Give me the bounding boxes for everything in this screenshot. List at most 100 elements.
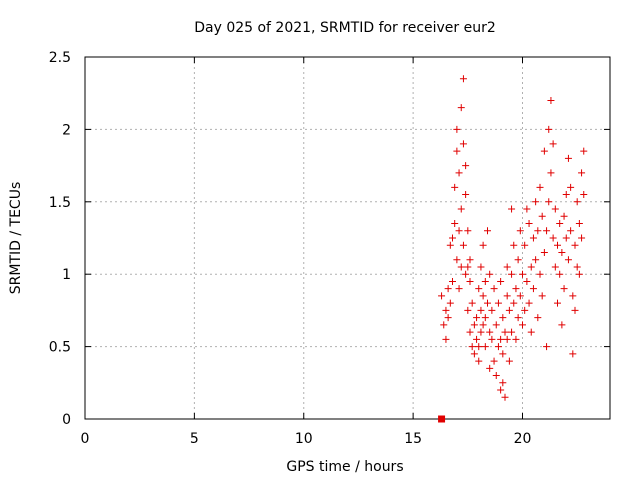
data-point	[475, 285, 483, 293]
data-point	[444, 285, 452, 293]
data-point	[457, 263, 465, 271]
data-point	[468, 343, 476, 351]
data-point	[516, 227, 524, 235]
x-tick-label: 5	[190, 431, 199, 447]
data-point	[501, 328, 509, 336]
data-point	[442, 306, 450, 314]
data-point	[508, 270, 516, 278]
data-point	[562, 234, 570, 242]
y-axis-label: SRMTID / TECUs	[8, 182, 24, 295]
data-point	[462, 270, 470, 278]
data-point	[514, 256, 522, 264]
data-point	[477, 328, 485, 336]
x-tick-label: 0	[81, 431, 90, 447]
data-point	[442, 335, 450, 343]
data-point	[525, 299, 533, 307]
data-point	[569, 350, 577, 358]
data-point	[477, 263, 485, 271]
data-point	[527, 328, 535, 336]
data-point	[462, 162, 470, 170]
data-point	[466, 328, 474, 336]
data-point	[457, 104, 465, 112]
data-point	[523, 277, 531, 285]
data-point	[512, 285, 520, 293]
data-point	[532, 256, 540, 264]
data-point	[545, 198, 553, 206]
data-point	[558, 321, 566, 329]
data-point	[451, 220, 459, 228]
data-point	[453, 147, 461, 155]
data-point	[481, 277, 489, 285]
data-point	[499, 350, 507, 358]
data-point	[508, 205, 516, 213]
data-point	[538, 292, 546, 300]
data-point	[473, 314, 481, 322]
data-point	[556, 220, 564, 228]
data-point	[459, 75, 467, 83]
data-point	[551, 205, 559, 213]
x-axis-label: GPS time / hours	[286, 459, 403, 475]
data-point	[497, 386, 505, 394]
data-point	[567, 183, 575, 191]
data-point	[554, 241, 561, 249]
chart-title: Day 025 of 2021, SRMTID for receiver eur…	[194, 20, 496, 36]
data-point	[510, 241, 518, 249]
data-point	[534, 314, 542, 322]
data-point	[540, 147, 548, 155]
data-point	[578, 169, 586, 177]
data-point	[512, 335, 520, 343]
data-point	[459, 140, 467, 148]
x-tick-label: 15	[404, 431, 422, 447]
data-point	[479, 321, 487, 329]
y-tick-label: 2.5	[49, 50, 71, 66]
data-point	[462, 191, 470, 199]
data-point	[571, 306, 579, 314]
data-point	[532, 198, 540, 206]
data-point	[516, 292, 524, 300]
data-point	[578, 234, 586, 242]
data-point	[497, 277, 505, 285]
data-point	[497, 335, 505, 343]
data-point	[453, 256, 461, 264]
data-point	[440, 321, 448, 329]
data-point	[446, 299, 454, 307]
data-point	[459, 241, 467, 249]
data-point	[547, 96, 555, 104]
data-point	[492, 321, 500, 329]
data-point	[573, 263, 581, 271]
data-point	[580, 191, 588, 199]
data-point	[446, 241, 454, 249]
data-point	[464, 306, 472, 314]
data-point	[466, 277, 474, 285]
y-tick-label: 0.5	[49, 340, 71, 356]
data-point	[488, 335, 496, 343]
data-point	[438, 292, 446, 300]
data-point	[543, 343, 551, 351]
data-point	[514, 314, 522, 322]
data-point	[543, 227, 551, 235]
y-tick-label: 2	[62, 122, 71, 138]
data-point	[464, 263, 472, 271]
data-point	[529, 234, 537, 242]
data-point	[508, 328, 516, 336]
data-point	[523, 205, 531, 213]
data-point	[481, 343, 489, 351]
data-point	[536, 183, 544, 191]
data-point	[494, 299, 502, 307]
y-tick-label: 0	[62, 412, 71, 428]
data-point	[562, 191, 570, 199]
data-point	[569, 292, 577, 300]
data-point	[494, 343, 502, 351]
data-point	[505, 306, 513, 314]
data-point	[564, 256, 572, 264]
data-point	[564, 154, 572, 162]
y-tick-label: 1	[62, 267, 71, 283]
data-point	[551, 263, 559, 271]
data-point	[560, 212, 568, 220]
data-point	[466, 256, 474, 264]
data-point	[453, 125, 461, 133]
data-point	[554, 299, 561, 307]
data-point	[503, 335, 511, 343]
data-point	[558, 248, 566, 256]
data-point	[479, 241, 487, 249]
